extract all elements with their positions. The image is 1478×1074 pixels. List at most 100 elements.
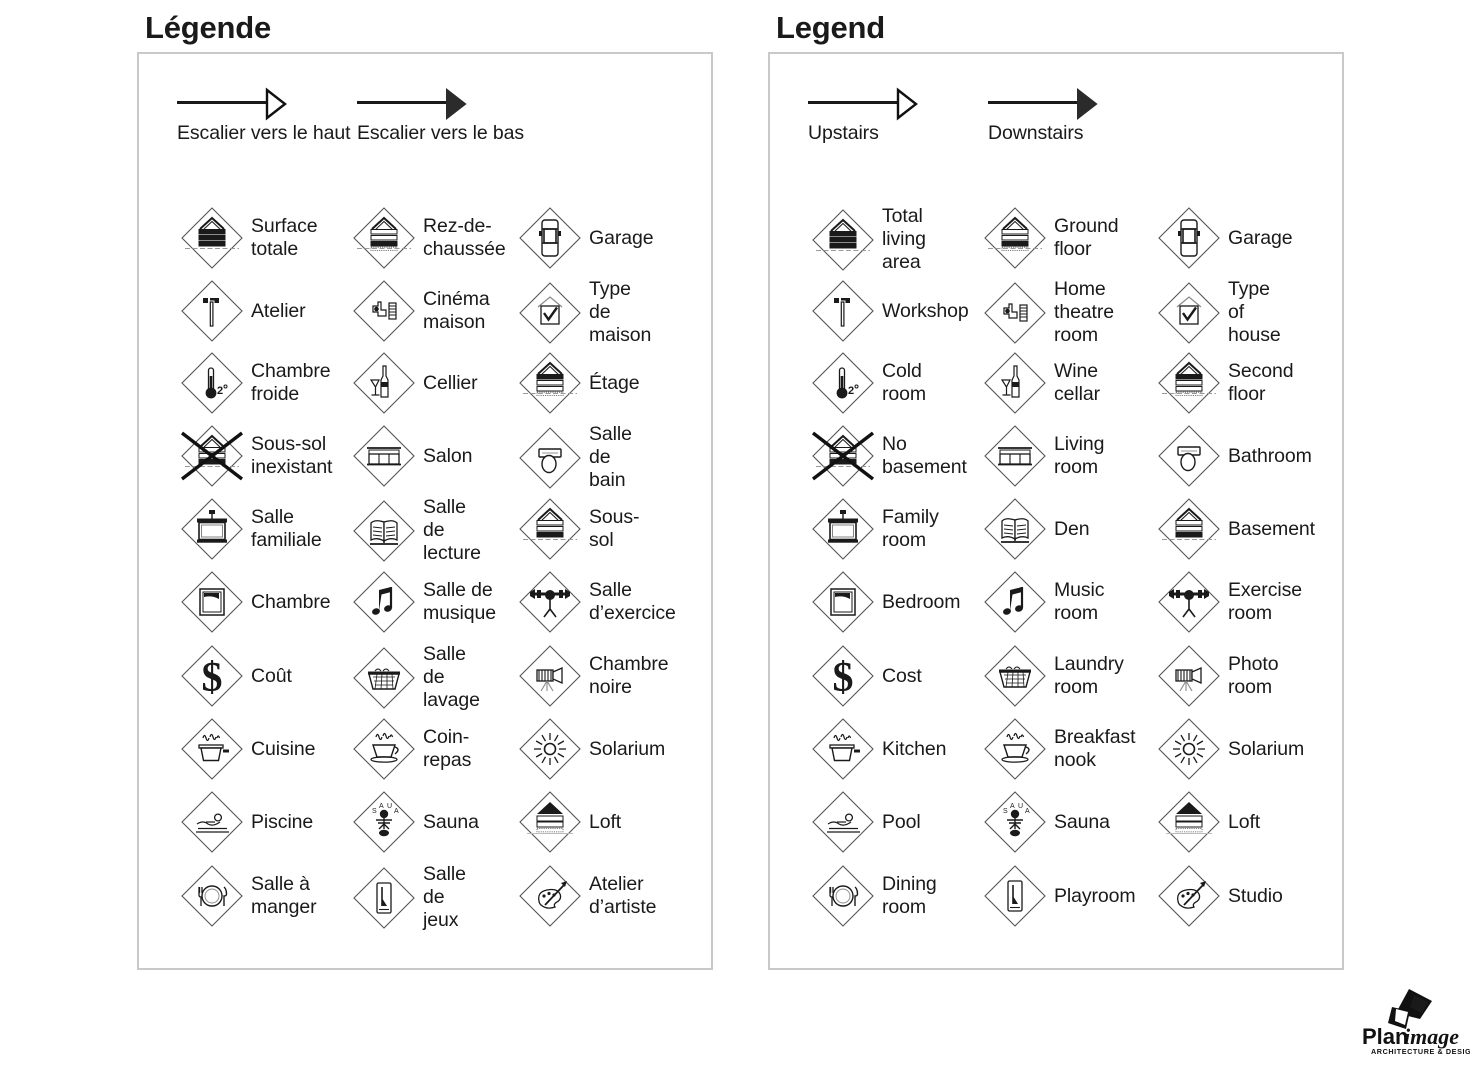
legend-item: Bathroom [1156, 423, 1312, 489]
legend-item-label: Cost [882, 664, 922, 687]
coffee-cup-icon [982, 716, 1048, 782]
legend-item: Family room [810, 496, 939, 562]
legend-item: Atelier [179, 278, 306, 344]
sofa-living-room-icon [351, 423, 417, 489]
palette-studio-icon [1156, 863, 1222, 929]
legend-item-label: Coût [251, 664, 292, 687]
swimmer-pool-icon [810, 789, 876, 855]
basement-icon [517, 496, 583, 562]
legend-item-label: Piscine [251, 810, 314, 833]
stairs-indicator-down: Downstairs [988, 82, 1098, 145]
second-floor-icon [1156, 350, 1222, 416]
legend-item-label: Sauna [1054, 810, 1110, 833]
legend-item-label: Salle familiale [251, 506, 322, 551]
legend-item-label: Studio [1228, 884, 1283, 907]
legend-item-label: Coin- repas [423, 726, 472, 771]
svg-text:S: S [1003, 808, 1008, 815]
car-garage-icon [1156, 205, 1222, 271]
laundry-basket-icon [982, 643, 1048, 709]
legend-item-label: Type de maison [589, 278, 652, 346]
logo-word-image: image [1404, 1024, 1459, 1049]
open-book-den-icon [982, 496, 1048, 562]
stairs-label: Downstairs [988, 122, 1084, 144]
legend-item: Solarium [517, 716, 665, 782]
legend-item-label: Solarium [1228, 737, 1305, 760]
legend-item-label: Salle de lavage [423, 643, 480, 711]
legend-item: Salle de lavage [351, 643, 480, 712]
dollar-cost-icon: $ [179, 643, 245, 709]
legend-item: Cellier [351, 350, 478, 416]
legend-item-label: Playroom [1054, 884, 1136, 907]
music-note-icon [351, 569, 417, 635]
svg-text:A: A [1010, 803, 1015, 810]
arrow-outline-right-icon [177, 82, 350, 122]
legend-item: Workshop [810, 278, 969, 344]
loft-icon [517, 789, 583, 855]
plate-cutlery-dining-icon [810, 863, 876, 929]
legend-item: Bedroom [810, 569, 961, 635]
legend-item-label: Laundry room [1054, 653, 1124, 698]
stairs-row-french: Escalier vers le haut Escalier vers le ba… [139, 54, 711, 164]
ground-floor-icon [351, 205, 417, 271]
legend-item-label: Ground floor [1054, 215, 1119, 260]
legend-item-label: Atelier d’artiste [589, 873, 657, 918]
svg-text:S: S [372, 808, 377, 815]
legend-item-label: Salle de jeux [423, 863, 466, 931]
svg-text:2: 2 [217, 385, 223, 397]
legend-item-label: Total living area [882, 205, 926, 273]
legend-item: Total living area [810, 205, 926, 274]
legend-item-label: Garage [1228, 226, 1293, 249]
legend-item-label: Sous-sol [589, 506, 640, 551]
legend-item-label: Cinéma maison [423, 288, 490, 333]
home-theatre-icon [982, 280, 1048, 346]
legend-item: 2 Cold room [810, 350, 926, 416]
legend-item-label: Pool [882, 810, 921, 833]
legend-item: Cinéma maison [351, 278, 490, 344]
legend-item-label: No basement [882, 433, 967, 478]
legend-item-label: Sous-sol inexistant [251, 433, 333, 478]
second-floor-icon [517, 350, 583, 416]
legend-item: Pool [810, 789, 921, 855]
legend-item-label: Bathroom [1228, 444, 1312, 467]
laundry-basket-icon [351, 645, 417, 711]
legend-item-label: Den [1054, 517, 1090, 540]
thermometer-cold-room-icon: 2 [810, 350, 876, 416]
legend-item: Garage [1156, 205, 1293, 271]
legend-item-label: Loft [1228, 810, 1261, 833]
legend-item: Salle de jeux [351, 863, 466, 932]
thermometer-cold-room-icon: 2 [179, 350, 245, 416]
legend-item: Breakfast nook [982, 716, 1136, 782]
pot-kitchen-icon [179, 716, 245, 782]
legend-item: Coin- repas [351, 716, 471, 782]
sofa-living-room-icon [982, 423, 1048, 489]
svg-text:$: $ [833, 655, 854, 701]
legend-item: $ Cost [810, 643, 922, 709]
svg-text:2: 2 [848, 385, 854, 397]
hammer-workshop-icon [810, 278, 876, 344]
page-title-french: Légende [145, 10, 272, 45]
legend-item-label: Workshop [882, 299, 969, 322]
legend-item: $ Coût [179, 643, 292, 709]
legend-item: Den [982, 496, 1090, 562]
legend-item: Loft [1156, 789, 1260, 855]
palette-studio-icon [517, 863, 583, 929]
legend-item-label: Salle de musique [423, 579, 497, 624]
logo-tagline: ARCHITECTURE & DESIGN [1371, 1047, 1470, 1056]
legend-item-label: Loft [589, 810, 622, 833]
svg-text:U: U [1018, 803, 1023, 810]
legend-item: Second floor [1156, 350, 1294, 416]
legend-item-label: Home theatre room [1054, 278, 1115, 346]
svg-text:U: U [387, 803, 392, 810]
logo-house-mark [1388, 989, 1432, 1029]
legend-item: Salle familiale [179, 496, 322, 562]
svg-text:A: A [394, 808, 399, 815]
checkmark-house-type-icon [517, 280, 583, 346]
legend-item-label: Chambre froide [251, 360, 331, 405]
legend-item-label: Salon [423, 444, 473, 467]
total-living-area-icon [179, 205, 245, 271]
legend-item-label: Étage [589, 371, 640, 394]
checkmark-house-type-icon [1156, 280, 1222, 346]
barbell-exercise-icon [517, 569, 583, 635]
basement-icon [1156, 496, 1222, 562]
